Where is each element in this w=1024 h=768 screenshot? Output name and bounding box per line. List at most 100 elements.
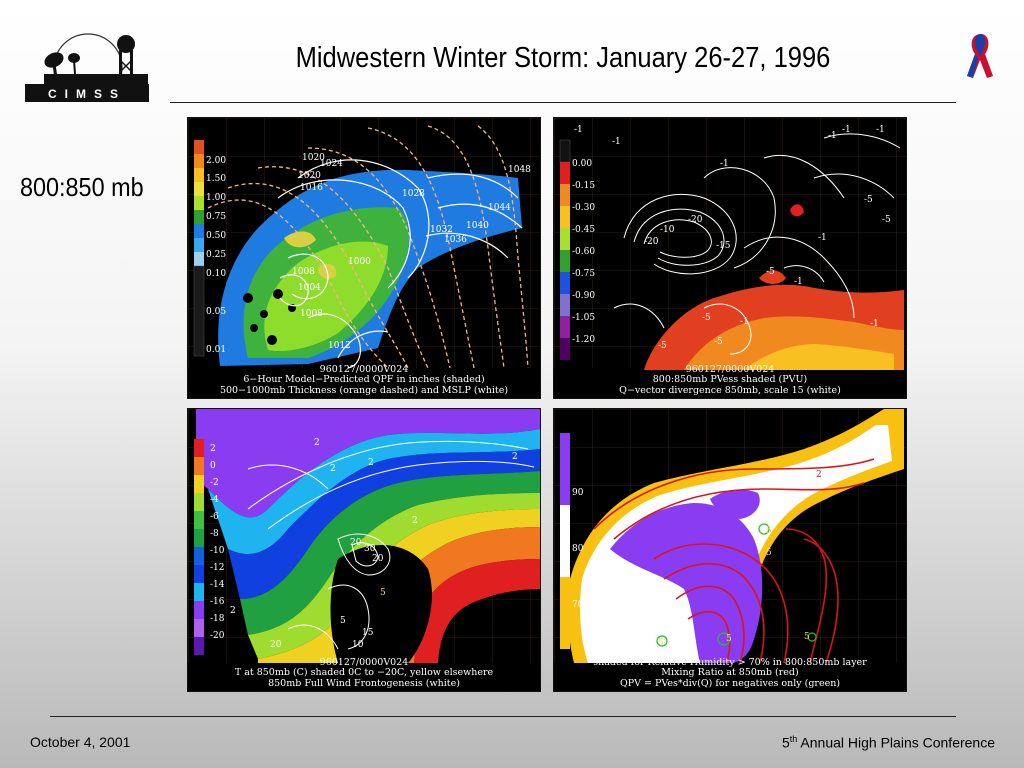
svg-text:-1: -1 (828, 131, 837, 141)
svg-text:2: 2 (330, 464, 336, 474)
pvess-legend-ticks: 0.00 -0.15 -0.30 -0.45 -0.60 -0.75 -0.90… (572, 159, 595, 345)
svg-text:1028: 1028 (402, 189, 425, 199)
svg-text:-20: -20 (688, 215, 703, 225)
logo-text: CIMSS (48, 87, 126, 101)
svg-text:1020: 1020 (302, 153, 325, 163)
svg-text:2: 2 (314, 438, 320, 448)
panel-caption: 960127/0000V024 6−Hour Model−Predicted Q… (219, 363, 509, 396)
page-title: Midwestern Winter Storm: January 26-27, … (295, 42, 831, 74)
svg-text:5: 5 (726, 634, 732, 644)
qpf-contour-labels: 1020 1024 1020 1016 1028 1048 1044 1040 … (292, 153, 531, 351)
svg-text:2: 2 (230, 606, 236, 616)
footer-conference: 5th Annual High Plains Conference (782, 734, 995, 751)
svg-text:-15: -15 (716, 241, 731, 251)
svg-text:-5: -5 (658, 341, 667, 351)
pvess-contour-labels: -1 -1 -1 -1 -1 -1 -5 -5 -20 -10 -20 -15 … (574, 125, 891, 351)
svg-text:1048: 1048 (508, 165, 531, 175)
svg-text:-5: -5 (714, 337, 723, 347)
panel-caption: 960127/0000V024 800:850mb PVess shaded (… (619, 363, 841, 396)
humidity-contour-labels: 2 5 5 5 5 5 (658, 470, 822, 648)
mixing-ratio-contours (593, 458, 875, 664)
svg-text:-1.20: -1.20 (572, 335, 595, 345)
svg-text:-14: -14 (210, 580, 225, 590)
svg-text:0.00: 0.00 (572, 159, 592, 169)
svg-text:-10: -10 (660, 225, 675, 235)
svg-text:5: 5 (340, 616, 346, 626)
svg-text:2: 2 (512, 452, 518, 462)
svg-text:1008: 1008 (300, 309, 323, 319)
legend-tick: 2.00 (206, 156, 226, 166)
humidity-legend-ticks: 90 80 70 (572, 488, 584, 610)
svg-text:1044: 1044 (488, 203, 511, 213)
title-divider (170, 102, 956, 103)
humidity-map: 90 80 70 2 5 5 5 5 5 (554, 409, 906, 691)
temperature-map: 2 0 -2 -4 -6 -8 -10 -12 -14 -16 -18 -20 … (188, 409, 540, 691)
svg-text:20: 20 (350, 538, 362, 548)
cimss-logo: CIMSS (25, 33, 149, 102)
panel-temperature-frontogenesis: 2 0 -2 -4 -6 -8 -10 -12 -14 -16 -18 -20 … (187, 408, 541, 692)
svg-text:0: 0 (210, 461, 216, 471)
legend-tick: 0.50 (206, 231, 226, 241)
legend-tick: 0.01 (206, 345, 226, 355)
thickness-contours (207, 125, 529, 369)
svg-text:2: 2 (368, 458, 374, 468)
svg-text:20: 20 (372, 554, 384, 564)
svg-text:5: 5 (766, 548, 772, 558)
frontogenesis-contours (247, 440, 535, 650)
svg-text:1032: 1032 (430, 225, 453, 235)
svg-text:1040: 1040 (466, 221, 489, 231)
svg-text:2: 2 (412, 516, 418, 526)
svg-text:5: 5 (658, 638, 664, 648)
svg-text:-5: -5 (702, 313, 711, 323)
svg-text:-0.15: -0.15 (572, 181, 595, 191)
legend-tick: 0.10 (206, 269, 226, 279)
svg-text:5: 5 (380, 588, 386, 598)
svg-text:-5: -5 (864, 195, 873, 205)
svg-text:-20: -20 (210, 631, 225, 641)
legend-tick: 1.50 (206, 174, 226, 184)
pvess-color-legend (559, 139, 571, 360)
svg-text:-6: -6 (210, 512, 219, 522)
footer-divider (50, 716, 956, 717)
svg-text:-1.05: -1.05 (572, 313, 595, 323)
svg-text:-4: -4 (210, 495, 219, 505)
temperature-color-legend (194, 439, 204, 655)
svg-text:1000: 1000 (348, 257, 371, 267)
pvess-map: 0.00 -0.15 -0.30 -0.45 -0.60 -0.75 -0.90… (554, 118, 906, 398)
panel-caption: 960127/0000V024 T at 850mb (C) shaded 0C… (234, 656, 494, 689)
svg-text:-0.60: -0.60 (572, 247, 595, 257)
svg-text:-1: -1 (818, 233, 827, 243)
svg-text:-0.30: -0.30 (572, 203, 595, 213)
svg-text:70: 70 (572, 600, 584, 610)
svg-text:2: 2 (816, 470, 822, 480)
svg-text:1008: 1008 (292, 267, 315, 277)
svg-text:2: 2 (210, 444, 216, 454)
svg-text:10: 10 (352, 640, 364, 650)
svg-text:-1: -1 (740, 317, 749, 327)
svg-text:-0.45: -0.45 (572, 225, 595, 235)
svg-text:30: 30 (364, 544, 376, 554)
svg-text:1004: 1004 (298, 283, 321, 293)
panel-caption: shaded for Relative Humidity > 70% in 80… (593, 656, 867, 689)
panel-pvess-qvector: 0.00 -0.15 -0.30 -0.45 -0.60 -0.75 -0.90… (553, 117, 907, 399)
svg-text:-1: -1 (574, 125, 583, 135)
svg-text:-1: -1 (794, 277, 803, 287)
svg-text:-2: -2 (210, 478, 219, 488)
svg-text:15: 15 (362, 628, 374, 638)
qpf-legend-ticks: 2.00 1.50 1.00 0.75 0.50 0.25 0.10 0.05 … (206, 156, 226, 355)
svg-text:1016: 1016 (300, 183, 323, 193)
humidity-color-legend (560, 433, 570, 649)
qpv-contours (656, 523, 817, 647)
temperature-contour-labels: 2 2 2 2 2 20 30 20 5 5 15 10 20 2 (230, 438, 518, 650)
svg-text:90: 90 (572, 488, 584, 498)
legend-tick: 0.25 (206, 250, 226, 260)
svg-text:-0.90: -0.90 (572, 291, 595, 301)
legend-tick: 1.00 (206, 193, 226, 203)
layer-label: 800:850 mb (20, 172, 144, 202)
svg-text:1020: 1020 (298, 171, 321, 181)
svg-text:-20: -20 (644, 237, 659, 247)
svg-text:-5: -5 (882, 215, 891, 225)
legend-tick: 0.05 (206, 307, 226, 317)
svg-text:-16: -16 (210, 597, 225, 607)
temperature-legend-ticks: 2 0 -2 -4 -6 -8 -10 -12 -14 -16 -18 -20 (210, 444, 225, 641)
